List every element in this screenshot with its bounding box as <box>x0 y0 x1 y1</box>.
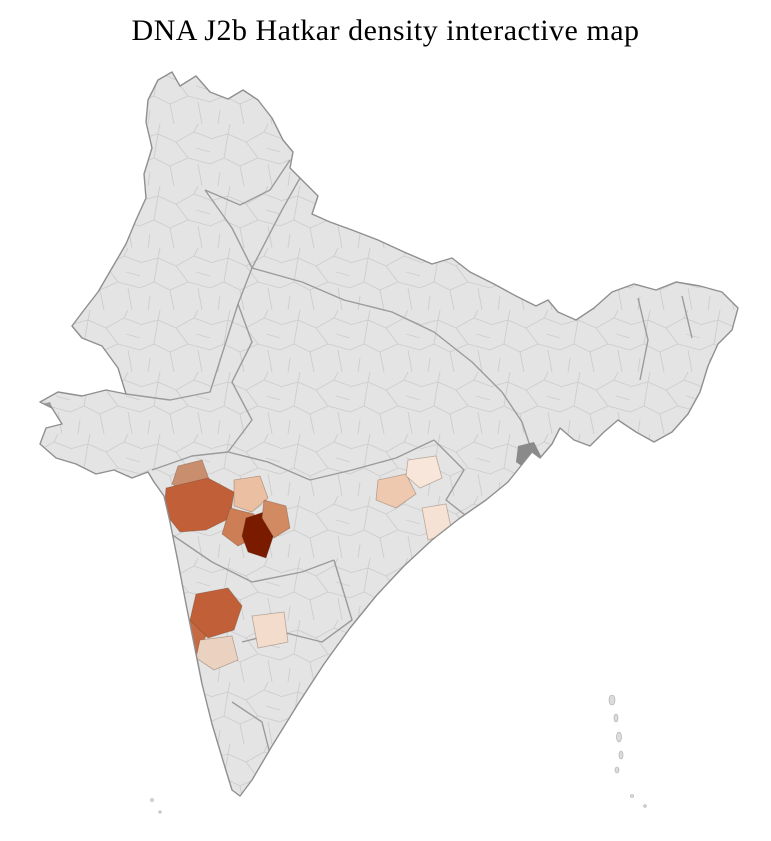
district-region[interactable] <box>405 455 443 489</box>
district-texture <box>40 72 738 796</box>
district-region[interactable] <box>233 475 269 513</box>
state-borders <box>125 159 693 763</box>
page-title: DNA J2b Hatkar density interactive map <box>131 14 640 47</box>
district-region[interactable] <box>261 499 291 539</box>
density-districts <box>163 455 453 671</box>
india-outline <box>39 71 739 797</box>
district-region[interactable] <box>251 611 289 649</box>
district-region[interactable] <box>375 473 417 509</box>
island-chain <box>150 694 647 814</box>
